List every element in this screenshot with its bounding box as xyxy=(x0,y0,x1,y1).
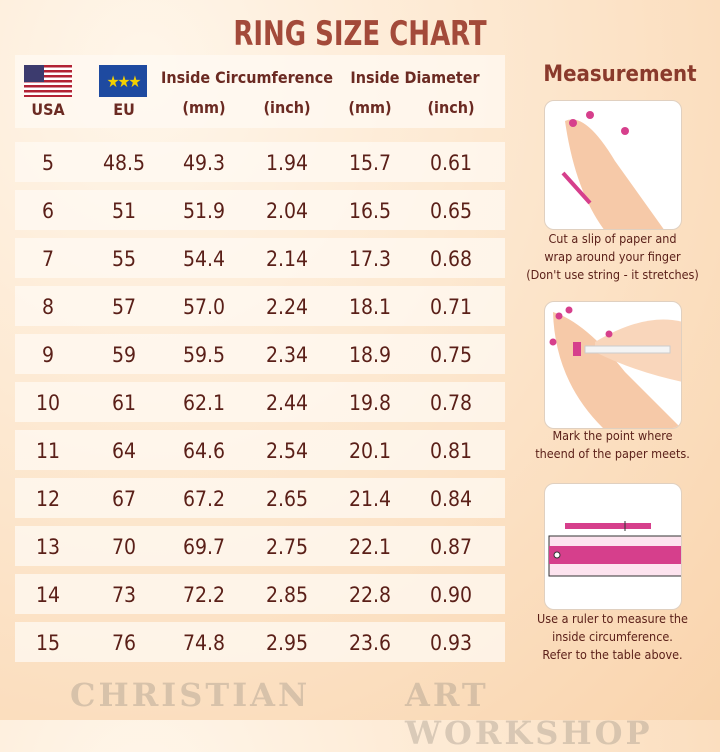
circumference-inch-cell: 2.24 xyxy=(265,295,309,319)
circumference-inch-cell: 2.14 xyxy=(265,247,309,271)
diameter-mm-cell: 21.4 xyxy=(348,487,392,511)
usa-size-cell: 10 xyxy=(35,391,61,415)
circumference-mm-cell: 51.9 xyxy=(182,199,226,223)
ruler-illustration xyxy=(544,483,682,610)
diameter-inch-cell: 0.71 xyxy=(429,295,473,319)
diameter-inch-cell: 0.81 xyxy=(429,439,473,463)
circ-mm-header: (mm) xyxy=(182,98,226,117)
eu-size-cell: 61 xyxy=(111,391,137,415)
step-1-caption: Cut a slip of paper and wrap around your… xyxy=(526,231,699,282)
usa-size-cell: 13 xyxy=(35,535,61,559)
diameter-mm-cell: 23.6 xyxy=(348,631,392,655)
eu-header: EU xyxy=(113,100,135,119)
step-2-caption: Mark the point where theend of the paper… xyxy=(535,428,690,461)
circumference-inch-cell: 2.85 xyxy=(265,583,309,607)
diameter-inch-cell: 0.65 xyxy=(429,199,473,223)
eu-size-cell: 55 xyxy=(111,247,137,271)
circumference-mm-cell: 59.5 xyxy=(182,343,226,367)
eu-size-cell: 48.5 xyxy=(102,151,146,175)
eu-size-cell: 57 xyxy=(111,295,137,319)
diam-mm-header: (mm) xyxy=(348,98,392,117)
circumference-inch-cell: 2.34 xyxy=(265,343,309,367)
circumference-inch-cell: 2.04 xyxy=(265,199,309,223)
eu-size-cell: 59 xyxy=(111,343,137,367)
table-row: 13 70 69.7 2.75 22.1 0.87 xyxy=(15,526,505,566)
eu-flag-icon: ★★★ xyxy=(99,65,147,97)
usa-size-cell: 14 xyxy=(35,583,61,607)
measurement-title: Measurement xyxy=(543,62,697,87)
mark-paper-illustration xyxy=(544,301,682,429)
circumference-inch-cell: 2.44 xyxy=(265,391,309,415)
circumference-mm-cell: 69.7 xyxy=(182,535,226,559)
table-row: 15 76 74.8 2.95 23.6 0.93 xyxy=(15,622,505,662)
eu-size-cell: 51 xyxy=(111,199,137,223)
circumference-mm-cell: 49.3 xyxy=(182,151,226,175)
diameter-inch-cell: 0.61 xyxy=(429,151,473,175)
eu-size-cell: 67 xyxy=(111,487,137,511)
usa-size-cell: 8 xyxy=(41,295,55,319)
diameter-mm-cell: 16.5 xyxy=(348,199,392,223)
circumference-inch-cell: 2.54 xyxy=(265,439,309,463)
diameter-inch-cell: 0.93 xyxy=(429,631,473,655)
diam-inch-header: (inch) xyxy=(427,98,475,117)
table-row: 7 55 54.4 2.14 17.3 0.68 xyxy=(15,238,505,278)
circumference-mm-cell: 57.0 xyxy=(182,295,226,319)
table-row: 12 67 67.2 2.65 21.4 0.84 xyxy=(15,478,505,518)
watermark-right: ART WORKSHOP xyxy=(405,676,653,752)
circumference-mm-cell: 54.4 xyxy=(182,247,226,271)
circumference-mm-cell: 67.2 xyxy=(182,487,226,511)
diameter-mm-cell: 22.1 xyxy=(348,535,392,559)
diameter-inch-cell: 0.68 xyxy=(429,247,473,271)
eu-size-cell: 64 xyxy=(111,439,137,463)
table-row: 14 73 72.2 2.85 22.8 0.90 xyxy=(15,574,505,614)
table-row: 11 64 64.6 2.54 20.1 0.81 xyxy=(15,430,505,470)
table-row: 10 61 62.1 2.44 19.8 0.78 xyxy=(15,382,505,422)
diameter-mm-cell: 18.9 xyxy=(348,343,392,367)
circumference-mm-cell: 72.2 xyxy=(182,583,226,607)
usa-size-cell: 6 xyxy=(41,199,55,223)
diameter-inch-cell: 0.75 xyxy=(429,343,473,367)
diameter-mm-cell: 22.8 xyxy=(348,583,392,607)
circumference-inch-cell: 1.94 xyxy=(265,151,309,175)
eu-size-cell: 76 xyxy=(111,631,137,655)
usa-size-cell: 12 xyxy=(35,487,61,511)
eu-size-cell: 73 xyxy=(111,583,137,607)
diameter-mm-cell: 19.8 xyxy=(348,391,392,415)
table-row: 8 57 57.0 2.24 18.1 0.71 xyxy=(15,286,505,326)
usa-header: USA xyxy=(31,100,65,119)
circumference-inch-cell: 2.75 xyxy=(265,535,309,559)
circumference-mm-cell: 74.8 xyxy=(182,631,226,655)
diameter-mm-cell: 17.3 xyxy=(348,247,392,271)
diameter-inch-cell: 0.90 xyxy=(429,583,473,607)
usa-size-cell: 7 xyxy=(41,247,55,271)
usa-flag-icon xyxy=(24,65,72,97)
wrap-finger-illustration xyxy=(544,100,682,230)
table-header: ★★★ USA EU Inside Circumference Inside D… xyxy=(15,55,505,128)
table-row: 9 59 59.5 2.34 18.9 0.75 xyxy=(15,334,505,374)
table-row: 6 51 51.9 2.04 16.5 0.65 xyxy=(15,190,505,230)
circumference-mm-cell: 62.1 xyxy=(182,391,226,415)
circumference-inch-cell: 2.95 xyxy=(265,631,309,655)
usa-size-cell: 11 xyxy=(35,439,61,463)
diameter-inch-cell: 0.84 xyxy=(429,487,473,511)
diameter-mm-cell: 15.7 xyxy=(348,151,392,175)
usa-size-cell: 15 xyxy=(35,631,61,655)
page-title: RING SIZE CHART xyxy=(233,14,487,54)
diameter-mm-cell: 18.1 xyxy=(348,295,392,319)
diameter-inch-cell: 0.78 xyxy=(429,391,473,415)
step-3-caption: Use a ruler to measure the inside circum… xyxy=(537,611,688,662)
diameter-header: Inside Diameter xyxy=(350,68,480,87)
circumference-header: Inside Circumference xyxy=(161,68,333,87)
eu-size-cell: 70 xyxy=(111,535,137,559)
usa-size-cell: 5 xyxy=(41,151,55,175)
table-row: 5 48.5 49.3 1.94 15.7 0.61 xyxy=(15,142,505,182)
watermark-left: CHRISTIAN xyxy=(70,676,311,714)
usa-size-cell: 9 xyxy=(41,343,55,367)
circumference-mm-cell: 64.6 xyxy=(182,439,226,463)
diameter-mm-cell: 20.1 xyxy=(348,439,392,463)
circ-inch-header: (inch) xyxy=(263,98,311,117)
circumference-inch-cell: 2.65 xyxy=(265,487,309,511)
diameter-inch-cell: 0.87 xyxy=(429,535,473,559)
